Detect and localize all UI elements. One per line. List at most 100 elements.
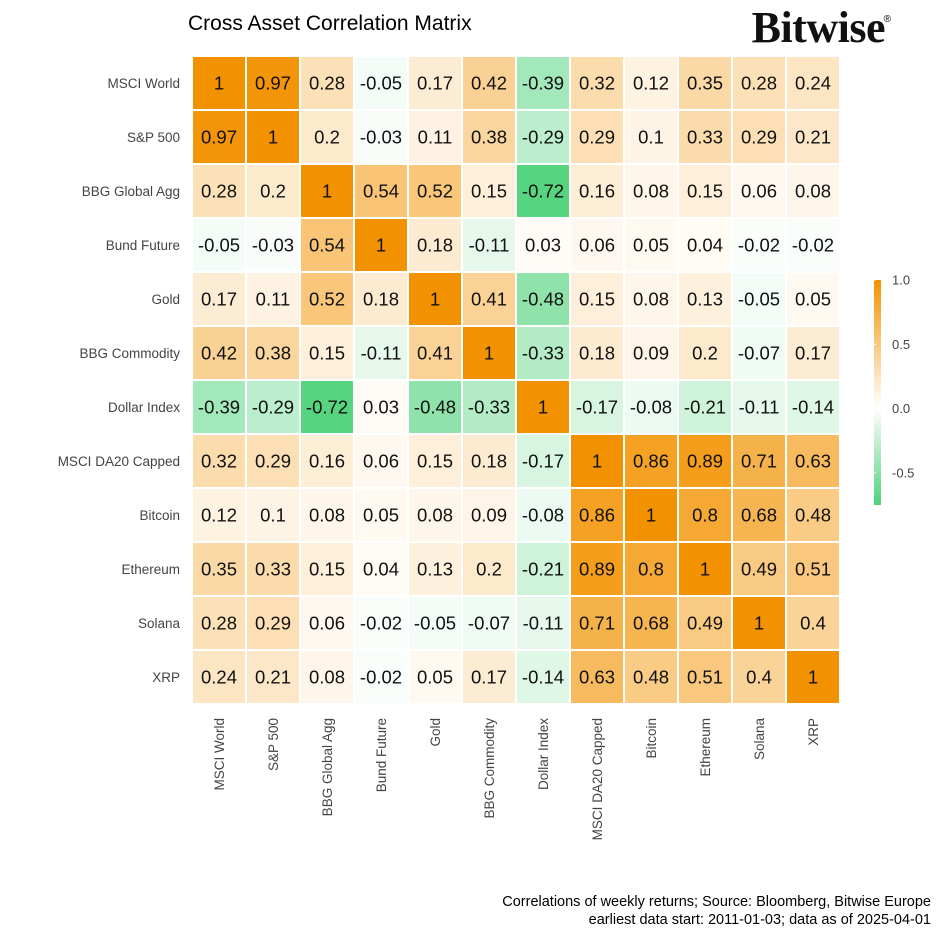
cell-value-label: 0.29 [579,127,615,148]
cell-value-label: 0.54 [363,181,399,202]
cell-value-label: -0.02 [360,667,402,688]
cell-value-label: 0.2 [476,559,502,580]
brand-registered-mark: ® [883,14,891,25]
heatmap-cell [785,55,841,111]
cell-value-label: 0.29 [741,127,777,148]
cell-value-label: 1 [538,397,548,418]
heatmap-cell [785,649,841,705]
heatmap-cell [623,109,679,165]
cell-value-label: -0.08 [630,397,672,418]
heatmap-cell [677,109,733,165]
heatmap-cell [407,433,463,489]
cell-value-label: 0.18 [579,343,615,364]
cell-value-label: 0.12 [633,73,669,94]
cell-value-label: 1 [322,181,332,202]
heatmap-cell [785,325,841,381]
cell-value-label: 0.52 [417,181,453,202]
cell-value-label: 0.18 [471,451,507,472]
chart-caption: Correlations of weekly returns; Source: … [502,893,931,929]
heatmap-cell [731,55,787,111]
cell-value-label: 1 [700,559,710,580]
cell-value-label: 0.04 [687,235,723,256]
legend-tick-label: 0.5 [892,337,910,352]
heatmap-cell [785,271,841,327]
cell-value-label: 0.4 [746,667,772,688]
cell-value-label: 0.28 [201,613,237,634]
cell-value-label: 0.38 [255,343,291,364]
heatmap-cell [731,649,787,705]
cell-value-label: 1 [754,613,764,634]
heatmap-cell [677,379,733,435]
brand-logo: Bitwise [751,3,886,52]
cell-value-label: 0.12 [201,505,237,526]
heatmap-cell [515,379,571,435]
cell-value-label: 0.89 [579,559,615,580]
heatmap-cell [353,433,409,489]
cell-value-label: 0.05 [633,235,669,256]
heatmap-cell [461,325,517,381]
cell-value-label: 0.08 [309,505,345,526]
color-legend: 1.0 0.5 0.0 -0.5 [874,273,914,505]
heatmap-cell [569,109,625,165]
cell-value-label: 1 [214,73,224,94]
column-label: S&P 500 [266,718,281,771]
heatmap-cell [407,271,463,327]
heatmap-cell [515,55,571,111]
cell-value-label: 0.17 [201,289,237,310]
row-label: Solana [138,616,181,631]
cell-value-label: 0.97 [201,127,237,148]
heatmap-cell [461,595,517,651]
heatmap-cell [191,379,247,435]
legend-colorbar [874,280,881,505]
cell-value-label: 0.08 [795,181,831,202]
heatmap-cell [245,271,301,327]
cell-value-label: -0.02 [792,235,834,256]
cell-value-label: -0.48 [522,289,564,310]
cell-value-label: -0.05 [360,73,402,94]
cell-value-label: -0.39 [522,73,564,94]
heatmap-cell [299,109,355,165]
cell-value-label: 0.28 [741,73,777,94]
cell-value-label: 0.13 [687,289,723,310]
cell-value-label: -0.39 [198,397,240,418]
heatmap-cell [407,163,463,219]
heatmap-cell [461,649,517,705]
cell-value-label: -0.14 [792,397,834,418]
heatmap-cell [353,541,409,597]
column-label: BBG Global Agg [320,718,335,816]
chart-title: Cross Asset Correlation Matrix [188,12,472,35]
cell-value-label: 0.4 [800,613,826,634]
heatmap-cell [245,487,301,543]
heatmap-cell [515,541,571,597]
cell-value-label: 0.51 [687,667,723,688]
heatmap-cell [299,379,355,435]
cell-value-label: -0.11 [739,397,780,418]
column-labels: MSCI World S&P 500 BBG Global Agg Bund Futu… [212,718,821,841]
row-label: BBG Commodity [79,346,180,361]
cell-value-label: 0.49 [741,559,777,580]
cell-value-label: 0.97 [255,73,291,94]
cell-value-label: 0.8 [638,559,664,580]
cell-value-label: 0.21 [795,127,831,148]
cell-value-label: 0.86 [579,505,615,526]
cell-value-label: -0.07 [738,343,780,364]
cell-value-label: 0.16 [579,181,615,202]
heatmap-cell [461,217,517,273]
cell-value-label: 0.32 [579,73,615,94]
cell-value-label: 0.28 [309,73,345,94]
heatmap-cell [569,649,625,705]
heatmap-cell [407,55,463,111]
cell-value-label: -0.03 [252,235,294,256]
cell-value-label: 0.11 [256,289,291,310]
cell-value-label: 0.15 [687,181,723,202]
cell-value-label: -0.11 [361,343,402,364]
heatmap-cell [785,433,841,489]
heatmap-cell [623,649,679,705]
cell-value-label: 0.16 [309,451,345,472]
cell-value-label: 0.2 [260,181,286,202]
cell-value-label: 0.06 [363,451,399,472]
cell-value-label: 0.11 [418,127,453,148]
cell-value-label: 1 [430,289,440,310]
heatmap-cell [731,487,787,543]
cell-value-label: 0.17 [417,73,453,94]
